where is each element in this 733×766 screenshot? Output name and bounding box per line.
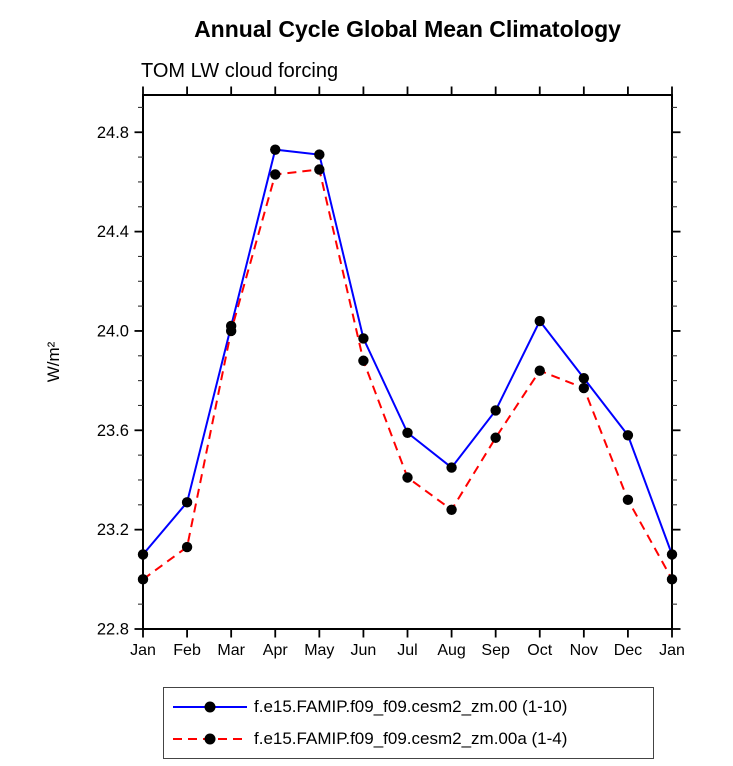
- series-line-1: [142, 168, 673, 581]
- data-point-marker: [225, 325, 237, 337]
- data-point-marker: [402, 427, 413, 438]
- x-tick-label: Dec: [614, 642, 642, 659]
- x-tick-label: Jul: [397, 642, 417, 659]
- x-tick-label: Aug: [437, 642, 465, 659]
- legend-box: f.e15.FAMIP.f09_f09.cesm2_zm.00 (1-10) f…: [163, 687, 654, 759]
- x-axis-ticks: Jan Feb Mar Apr May Jun Jul Aug Sep Oct Nov Dec Jan: [130, 86, 685, 659]
- data-point-marker: [534, 315, 545, 327]
- data-point-marker: [578, 372, 590, 384]
- x-tick-label: Mar: [217, 642, 245, 659]
- data-point-marker: [402, 472, 413, 483]
- series-0-swatch-icon: [173, 701, 247, 713]
- x-tick-label: Jan: [659, 642, 685, 659]
- y-tick-label: 24.0: [97, 322, 129, 340]
- y-tick-label: 24.8: [97, 124, 129, 142]
- data-point-marker: [622, 494, 634, 506]
- y-tick-label: 23.2: [97, 521, 129, 539]
- legend-item: f.e15.FAMIP.f09_f09.cesm2_zm.00a (1-4): [169, 726, 653, 752]
- chart-title: Annual Cycle Global Mean Climatology: [194, 16, 621, 42]
- data-point-marker: [534, 365, 545, 376]
- x-tick-label: Apr: [263, 642, 289, 659]
- chart-subtitle: TOM LW cloud forcing: [141, 60, 339, 82]
- data-point-marker: [270, 169, 281, 180]
- x-tick-label: Jan: [130, 642, 156, 659]
- data-point-marker: [270, 144, 281, 155]
- data-point-marker: [666, 574, 678, 585]
- data-point-marker: [137, 549, 149, 560]
- data-point-marker: [181, 497, 193, 508]
- legend-label-series-0: f.e15.FAMIP.f09_f09.cesm2_zm.00 (1-10): [254, 697, 568, 716]
- x-tick-label: Sep: [481, 642, 510, 659]
- data-point-marker: [578, 382, 590, 394]
- x-tick-label: Jun: [351, 642, 377, 659]
- data-point-marker: [490, 432, 501, 443]
- legend-item: f.e15.FAMIP.f09_f09.cesm2_zm.00 (1-10): [169, 694, 653, 720]
- data-point-marker: [314, 164, 325, 175]
- x-tick-label: Feb: [173, 642, 201, 659]
- data-point-marker: [446, 504, 457, 515]
- series-1-swatch-icon: [173, 733, 247, 745]
- data-point-marker: [666, 549, 678, 560]
- series-line-0: [142, 148, 673, 556]
- y-tick-label: 23.6: [97, 422, 129, 440]
- y-axis-ticks: 22.8 23.2 23.6 24.0 24.4 24.8: [97, 106, 681, 639]
- data-point-marker: [446, 462, 457, 473]
- y-tick-label: 24.4: [97, 223, 129, 241]
- data-point-marker: [137, 574, 149, 585]
- data-point-marker: [358, 333, 369, 344]
- data-point-marker: [314, 149, 325, 160]
- x-tick-label: May: [304, 642, 334, 659]
- data-point-marker: [358, 355, 369, 366]
- data-point-marker: [490, 405, 501, 416]
- legend-label-series-1: f.e15.FAMIP.f09_f09.cesm2_zm.00a (1-4): [254, 729, 568, 748]
- data-point-marker: [622, 430, 634, 441]
- x-tick-label: Nov: [570, 642, 598, 659]
- data-point-marker: [181, 541, 193, 553]
- y-tick-label: 22.8: [97, 621, 129, 639]
- x-tick-label: Oct: [527, 642, 552, 659]
